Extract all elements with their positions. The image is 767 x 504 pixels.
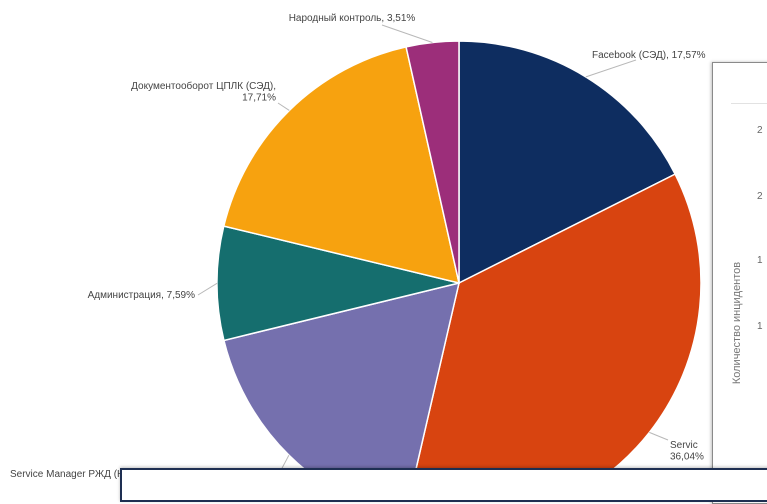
pie-leader-line (197, 282, 218, 296)
pie-slice[interactable] (223, 281, 461, 483)
side-chart-tick-label: 1 (757, 255, 763, 266)
side-chart-panel: 2 2 1 1 Количество инцидентов (712, 62, 767, 504)
bottom-overlay-panel (120, 468, 767, 502)
pie-leader-line (649, 431, 669, 441)
side-chart-tick-label: 1 (757, 321, 763, 332)
pie-chart: Facebook (СЭД), 17,57% Servic 36,04% Servic… (10, 13, 706, 483)
pie-slice-label: Facebook (СЭД), 17,57% (592, 50, 706, 61)
pie-slice[interactable] (458, 40, 677, 285)
pie-slice-label: Народный контроль, 3,51% (289, 13, 416, 24)
pie-slice[interactable] (222, 45, 460, 285)
pie-slice-label: Servic 36,04% (670, 440, 704, 463)
pie-leader-line (585, 59, 637, 78)
side-chart-tick-label: 2 (757, 125, 763, 136)
pie-slice[interactable] (216, 225, 460, 342)
pie-slice[interactable] (405, 173, 702, 483)
pie-leader-line (277, 102, 290, 111)
pie-slice-label: Service Manager РЖД (НБЖС), 17,57% (10, 469, 190, 480)
pie-slice-label: Документооборот ЦПЛК (СЭД), 17,71% (131, 80, 276, 104)
side-chart-gridline (731, 103, 767, 104)
side-chart-tick-label: 2 (757, 191, 763, 202)
side-chart-y-axis-label: Количество инцидентов (731, 261, 743, 385)
pie-slice-label: Администрация, 7,59% (88, 290, 196, 301)
pie-leader-line (381, 24, 433, 43)
